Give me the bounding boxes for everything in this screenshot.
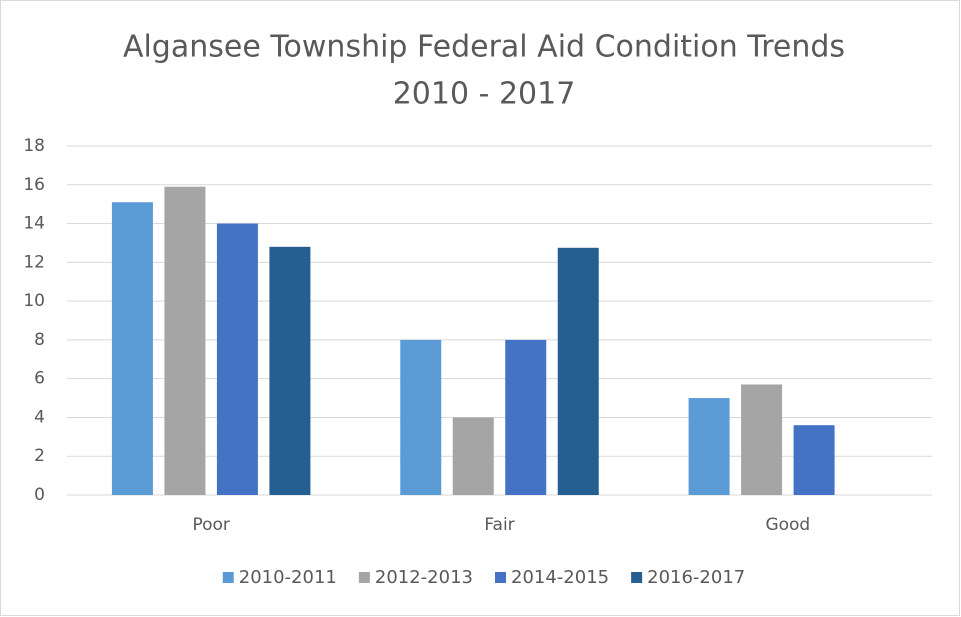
bar bbox=[452, 417, 494, 495]
y-tick-label: 12 bbox=[23, 252, 45, 272]
bar bbox=[557, 247, 599, 495]
legend-label: 2010-2011 bbox=[239, 567, 337, 588]
legend-label: 2012-2013 bbox=[375, 567, 473, 588]
y-tick-label: 6 bbox=[34, 369, 45, 389]
legend-swatch bbox=[358, 572, 370, 583]
x-tick-label: Fair bbox=[484, 515, 514, 535]
chart-title: Algansee Township Federal Aid Condition … bbox=[123, 30, 845, 65]
chart-subtitle: 2010 - 2017 bbox=[393, 77, 576, 112]
y-tick-label: 0 bbox=[34, 485, 45, 505]
bar bbox=[269, 246, 311, 495]
y-tick-label: 10 bbox=[23, 291, 45, 311]
bar bbox=[164, 186, 206, 495]
bar bbox=[505, 339, 547, 495]
bar bbox=[111, 202, 153, 495]
y-tick-label: 16 bbox=[23, 175, 45, 195]
legend-swatch bbox=[631, 572, 643, 583]
y-tick-label: 2 bbox=[34, 446, 45, 466]
legend-label: 2014-2015 bbox=[511, 567, 609, 588]
legend-label: 2016-2017 bbox=[647, 567, 745, 588]
legend-swatch bbox=[495, 572, 506, 583]
y-tick-label: 4 bbox=[34, 407, 45, 427]
y-tick-label: 14 bbox=[23, 214, 45, 234]
legend-swatch bbox=[222, 572, 234, 583]
bar bbox=[793, 425, 835, 495]
bar bbox=[741, 384, 783, 495]
x-tick-label: Poor bbox=[192, 515, 229, 535]
bar bbox=[688, 398, 730, 495]
bar bbox=[216, 223, 258, 496]
x-tick-label: Good bbox=[765, 515, 810, 535]
y-tick-label: 18 bbox=[23, 136, 45, 156]
y-tick-label: 8 bbox=[34, 330, 45, 350]
bar bbox=[400, 339, 442, 495]
